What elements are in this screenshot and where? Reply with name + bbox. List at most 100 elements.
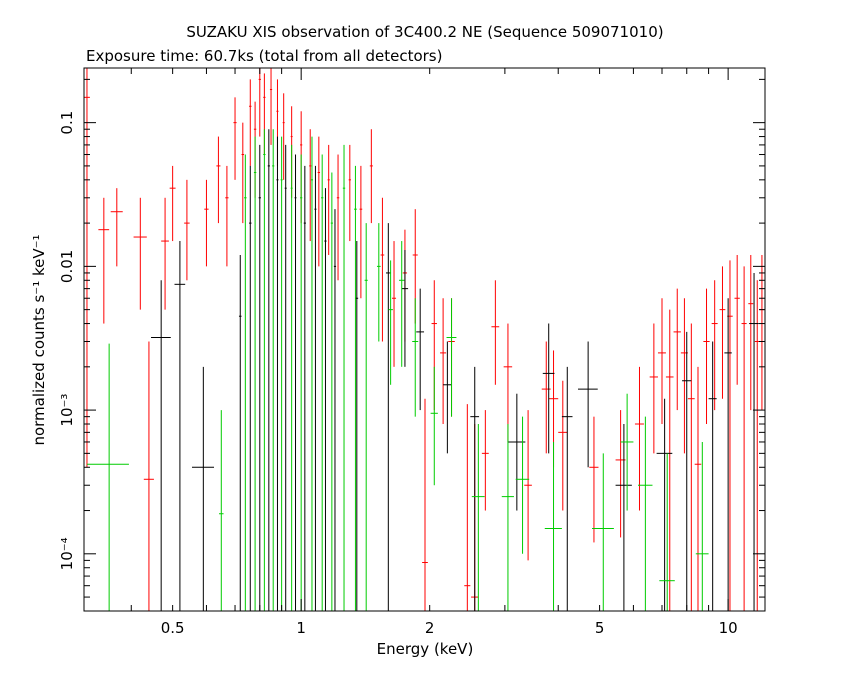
data-point xyxy=(464,404,471,611)
series-layer xyxy=(84,68,765,611)
data-point xyxy=(169,165,176,242)
data-point xyxy=(754,280,760,611)
data-point xyxy=(541,341,551,454)
data-point xyxy=(249,79,252,166)
data-point xyxy=(342,144,346,611)
x-axis-label: Energy (keV) xyxy=(377,640,474,658)
data-point xyxy=(665,309,674,611)
data-point xyxy=(759,254,765,411)
data-point xyxy=(267,129,270,611)
data-point xyxy=(471,424,485,611)
y-tick-label: 10⁻³ xyxy=(58,394,76,427)
data-point xyxy=(233,97,237,180)
data-point xyxy=(657,298,666,425)
data-point xyxy=(276,136,279,611)
data-point xyxy=(695,441,709,611)
data-point xyxy=(310,136,314,611)
axis-layer: 0.5 1 2 5 10 0.1 0.01 10⁻³ 10⁻⁴ xyxy=(58,68,765,637)
data-point xyxy=(216,136,221,224)
data-point xyxy=(218,410,224,611)
data-point xyxy=(238,254,242,611)
data-point xyxy=(364,223,368,611)
data-point xyxy=(184,179,190,281)
data-point xyxy=(637,416,653,611)
data-point xyxy=(191,366,215,611)
data-point xyxy=(659,453,675,611)
data-point xyxy=(711,280,718,411)
data-point xyxy=(561,366,573,611)
data-point xyxy=(110,188,123,267)
data-point xyxy=(589,416,599,543)
data-point xyxy=(412,298,419,417)
plot-frame xyxy=(83,67,766,612)
data-point xyxy=(86,343,129,611)
data-point xyxy=(161,197,169,310)
data-point xyxy=(327,144,330,255)
data-point xyxy=(656,398,673,611)
x-tick-label: 1 xyxy=(296,619,306,637)
chart-title: SUZAKU XIS observation of 3C400.2 NE (Se… xyxy=(186,23,663,41)
data-point xyxy=(258,144,261,611)
data-point xyxy=(241,122,245,224)
x-tick-label: 10 xyxy=(719,619,738,637)
data-point xyxy=(282,93,285,180)
data-point xyxy=(354,165,357,611)
data-point xyxy=(380,197,385,342)
y-tick-label: 0.01 xyxy=(58,250,76,283)
data-point xyxy=(515,416,530,554)
data-point xyxy=(280,136,283,611)
data-point xyxy=(491,280,500,385)
data-point xyxy=(317,136,321,267)
data-point xyxy=(481,410,489,511)
data-point xyxy=(741,266,747,611)
data-point xyxy=(440,298,447,425)
data-point xyxy=(348,144,351,242)
data-point xyxy=(258,68,261,137)
data-point xyxy=(501,424,514,611)
data-point xyxy=(470,366,480,611)
data-point xyxy=(151,280,171,611)
data-point xyxy=(263,129,266,611)
data-point xyxy=(542,323,555,454)
data-point xyxy=(422,398,428,611)
data-point xyxy=(133,197,147,310)
data-point xyxy=(314,165,317,611)
data-point xyxy=(290,144,293,611)
data-point xyxy=(649,323,658,454)
series-3 xyxy=(86,129,709,611)
data-point xyxy=(249,165,252,611)
data-point xyxy=(703,288,710,425)
y-axis-label: normalized counts s⁻¹ keV⁻¹ xyxy=(30,234,48,445)
data-point xyxy=(673,288,681,411)
data-point xyxy=(385,223,391,611)
data-point xyxy=(376,223,381,342)
data-point xyxy=(336,154,340,281)
data-point xyxy=(143,341,154,611)
data-point xyxy=(634,366,644,511)
data-point xyxy=(225,165,229,267)
data-point xyxy=(253,136,257,611)
series-2 xyxy=(151,129,759,611)
data-point xyxy=(244,154,247,611)
data-point xyxy=(391,241,397,367)
x-tick-label: 5 xyxy=(595,619,605,637)
data-point xyxy=(321,154,324,611)
data-point xyxy=(330,172,333,611)
data-point xyxy=(734,254,740,385)
y-tick-label: 10⁻⁴ xyxy=(58,537,76,570)
data-point xyxy=(174,241,186,611)
data-point xyxy=(558,380,568,511)
data-point xyxy=(694,366,702,611)
data-point xyxy=(443,341,452,454)
data-point xyxy=(748,254,754,411)
data-point xyxy=(324,188,327,611)
data-point xyxy=(369,129,373,224)
data-point xyxy=(682,331,692,611)
data-point xyxy=(294,154,297,611)
data-point xyxy=(620,393,634,511)
data-point xyxy=(388,260,393,385)
data-point xyxy=(333,209,337,611)
data-point xyxy=(503,323,513,442)
data-point xyxy=(749,272,759,611)
